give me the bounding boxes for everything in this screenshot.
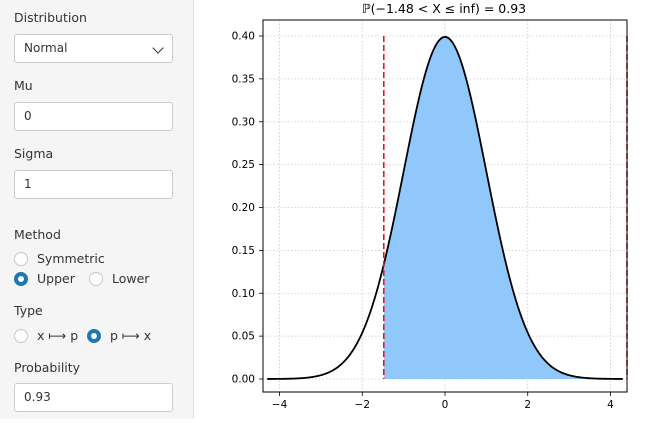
distribution-select[interactable]: Normal <box>14 34 173 63</box>
distribution-value: Normal <box>24 41 68 55</box>
density-curve <box>267 36 623 380</box>
y-axis: 0.00 0.05 0.10 0.15 0.20 0.25 0.30 0.35 0.40 <box>232 31 263 386</box>
y-tick-label: 0.35 <box>232 73 255 85</box>
mu-label: Mu <box>14 78 33 93</box>
radio-icon <box>89 271 103 286</box>
y-tick-label: 0.40 <box>232 31 255 43</box>
method-label: Method <box>14 227 61 242</box>
sigma-input[interactable]: 1 <box>14 170 173 199</box>
radio-icon <box>14 328 28 343</box>
chart-title: ℙ(−1.48 < X ≤ inf) = 0.93 <box>362 1 526 16</box>
y-tick-label: 0.25 <box>232 159 255 171</box>
type-option-x-to-p[interactable]: x ⟼ p <box>14 328 78 343</box>
radio-icon <box>14 251 28 266</box>
radio-selected-icon <box>87 328 101 343</box>
density-plot: ℙ(−1.48 < X ≤ inf) = 0.93 −4 −2 0 2 4 0.00 0.… <box>196 0 648 419</box>
radio-selected-icon <box>14 271 28 286</box>
mu-input[interactable]: 0 <box>14 102 173 131</box>
type-option-p-to-x[interactable]: p ⟼ x <box>87 328 151 343</box>
radio-label: Symmetric <box>37 251 105 266</box>
sigma-label: Sigma <box>14 146 54 161</box>
x-tick-label: 0 <box>442 399 449 411</box>
x-tick-label: −4 <box>272 399 288 411</box>
density-chart-svg: ℙ(−1.48 < X ≤ inf) = 0.93 −4 −2 0 2 4 0.000.… <box>232 1 628 411</box>
method-option-lower[interactable]: Lower <box>89 271 149 286</box>
y-tick-label: 0.15 <box>232 245 255 257</box>
method-option-symmetric[interactable]: Symmetric <box>14 251 105 266</box>
radio-label: Upper <box>37 271 75 286</box>
probability-input[interactable]: 0.93 <box>14 383 173 412</box>
x-axis: −4 −2 0 2 4 <box>272 392 614 411</box>
shaded-probability-area <box>383 36 627 380</box>
radio-label: Lower <box>112 271 150 286</box>
x-tick-label: −2 <box>355 399 370 411</box>
x-tick-label: 4 <box>607 399 614 411</box>
type-label: Type <box>14 303 43 318</box>
y-tick-label: 0.00 <box>232 374 255 386</box>
y-tick-label: 0.10 <box>232 288 255 300</box>
probability-label: Probability <box>14 360 81 375</box>
distribution-label: Distribution <box>14 10 87 25</box>
radio-label: x ⟼ p <box>37 328 79 343</box>
chevron-down-icon <box>152 42 164 54</box>
control-sidebar: Distribution Normal Mu 0 Sigma 1 Method … <box>0 0 194 419</box>
y-tick-label: 0.05 <box>232 331 255 343</box>
radio-label: p ⟼ x <box>110 328 152 343</box>
method-option-upper[interactable]: Upper <box>14 271 75 286</box>
y-tick-label: 0.20 <box>232 202 255 214</box>
y-tick-label: 0.30 <box>232 116 255 128</box>
x-tick-label: 2 <box>524 399 531 411</box>
